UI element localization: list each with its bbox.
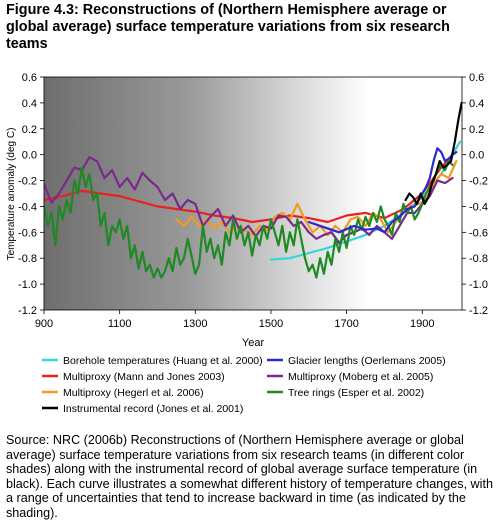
y-tick-label-right: -1.0 [469, 279, 488, 291]
figure-caption: Source: NRC (2006b) Reconstructions of (… [6, 433, 493, 520]
legend-label: Multiproxy (Mann and Jones 2003) [63, 371, 225, 383]
plot-frame [43, 76, 463, 311]
y-tick-label-right: -0.2 [469, 176, 488, 188]
x-tick-label: 1900 [410, 318, 434, 330]
y-tick-label-left: -0.2 [18, 176, 37, 188]
legend-label: Tree rings (Esper et al. 2002) [288, 387, 424, 399]
legend-label: Borehole temperatures (Huang et al. 2000… [63, 355, 263, 367]
legend-label: Glacier lengths (Oerlemans 2005) [288, 355, 446, 367]
y-tick-label-left: -0.8 [18, 253, 37, 265]
x-tick-label: 900 [35, 318, 53, 330]
y-tick-label-left: -0.4 [18, 201, 37, 213]
y-tick-label-right: 0.2 [469, 124, 484, 136]
figure-title: Figure 4.3: Reconstructions of (Northern… [6, 2, 450, 52]
y-tick-label-right: -0.8 [469, 253, 488, 265]
legend-label: Multiproxy (Hegerl et al. 2006) [63, 387, 204, 399]
series-line-instrumental-record-jones-et-al-2001 [404, 101, 462, 205]
series-layer [44, 101, 462, 279]
y-axis-label: Temperature anomaly (deg C) [6, 128, 17, 261]
x-tick-label: 1500 [259, 318, 283, 330]
series-line-multiproxy-mann-and-jones-2003 [44, 153, 454, 224]
y-tick-label-right: -1.2 [469, 305, 488, 317]
x-axis-label: Year [242, 337, 265, 349]
y-tick-label-right: 0.6 [469, 72, 484, 84]
x-tick-label: 1300 [183, 318, 207, 330]
legend-label: Instrumental record (Jones et al. 2001) [63, 403, 243, 415]
y-tick-label-left: 0.0 [22, 150, 37, 162]
y-tick-label-left: 0.4 [22, 98, 37, 110]
series-line-tree-rings-esper-et-al-2002 [44, 160, 454, 279]
y-ticks: 0.6 0.6 0.4 0.4 0.2 0.2 0.0 0.0 -0.2 -0.2 -0.4 -0.4… [18, 72, 488, 317]
legend: Borehole temperatures (Huang et al. 2000… [42, 355, 446, 415]
y-tick-label-left: -1.0 [18, 279, 37, 291]
y-tick-label-left: -1.2 [18, 305, 37, 317]
y-tick-label-right: 0.4 [469, 98, 484, 110]
y-tick-label-right: -0.6 [469, 227, 488, 239]
y-tick-label-right: 0.0 [469, 150, 484, 162]
y-tick-label-left: -0.6 [18, 227, 37, 239]
temperature-chart: 0.6 0.6 0.4 0.4 0.2 0.2 0.0 0.0 -0.2 -0.2 -0.4 -0.4… [6, 72, 488, 415]
plot-background [44, 77, 462, 310]
x-tick-label: 1700 [334, 318, 358, 330]
x-tick-label: 1100 [108, 318, 132, 330]
y-tick-label-right: -0.4 [469, 201, 488, 213]
legend-label: Multiproxy (Moberg et al. 2005) [288, 371, 433, 383]
x-ticks: 900 1100 1300 1500 1700 1900 [35, 310, 435, 330]
y-tick-label-left: 0.2 [22, 124, 37, 136]
y-tick-label-left: 0.6 [22, 72, 37, 84]
series-line-glacier-lengths-oerlemans-2005 [307, 147, 458, 234]
